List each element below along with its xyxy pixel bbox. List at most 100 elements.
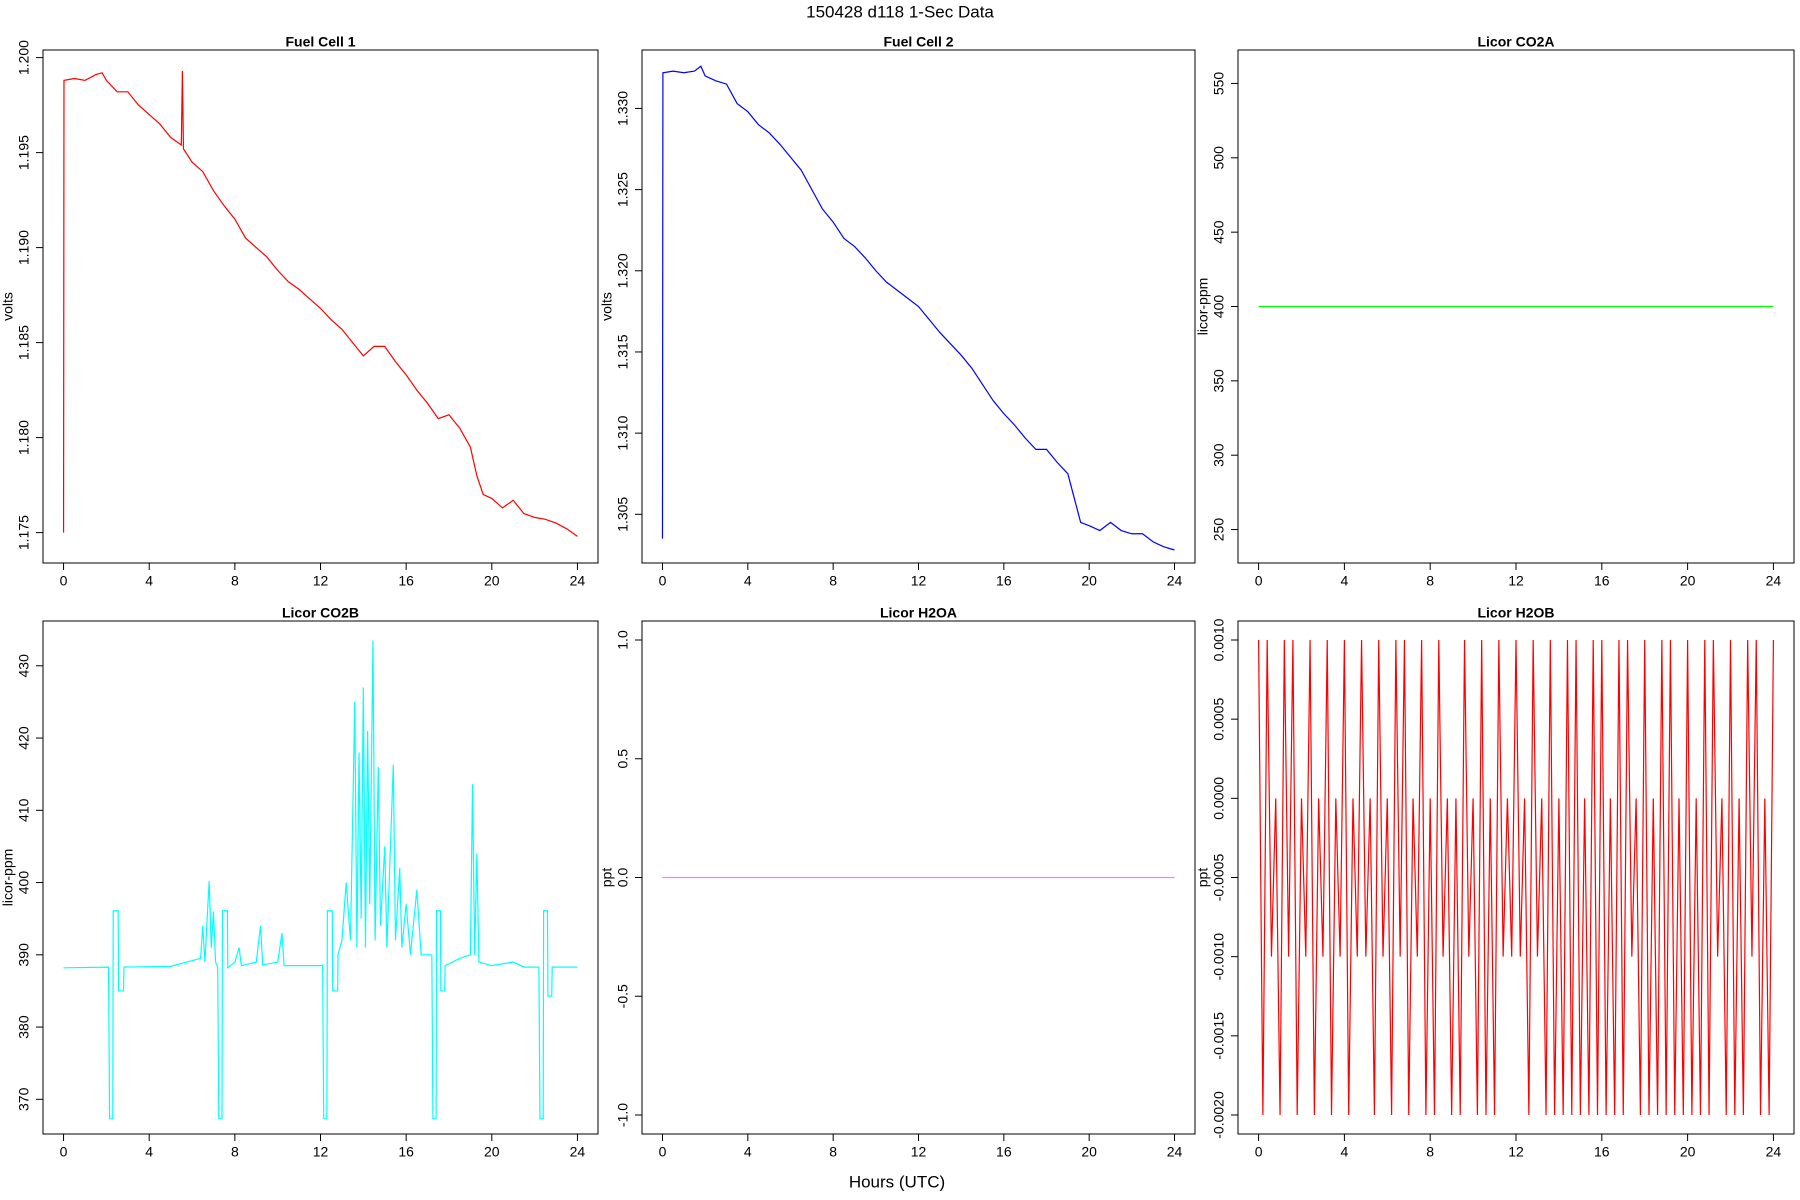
x-tick-label: 16 xyxy=(996,573,1012,589)
x-tick-label: 20 xyxy=(484,573,500,589)
y-tick-label: -0.5 xyxy=(615,984,631,1008)
plot-frame xyxy=(42,49,599,564)
y-axis-label: ppt xyxy=(1195,868,1211,888)
y-tick-label: 500 xyxy=(1211,146,1227,170)
x-axis-label: Hours (UTC) xyxy=(849,1172,945,1191)
x-tick-label: 0 xyxy=(659,1144,667,1160)
y-tick-label: 400 xyxy=(1211,295,1227,319)
y-tick-label: 1.305 xyxy=(615,497,631,532)
x-tick-label: 20 xyxy=(1081,1144,1097,1160)
y-tick-label: 350 xyxy=(1211,369,1227,393)
y-tick-label: -0.0020 xyxy=(1211,1091,1227,1139)
x-tick-label: 8 xyxy=(829,1144,837,1160)
page-title: 150428 d118 1-Sec Data xyxy=(806,2,994,21)
plot-frame xyxy=(1237,49,1795,564)
x-tick-label: 12 xyxy=(911,1144,927,1160)
y-tick-label: 1.320 xyxy=(615,253,631,288)
plot-frame xyxy=(641,620,1196,1135)
y-tick-label: 430 xyxy=(16,654,32,678)
y-axis-label: ppt xyxy=(599,868,615,888)
y-tick-label: -0.0010 xyxy=(1211,933,1227,981)
panel-title: Fuel Cell 2 xyxy=(883,34,953,50)
y-tick-label: 300 xyxy=(1211,443,1227,467)
x-tick-label: 24 xyxy=(1766,573,1782,589)
x-tick-label: 16 xyxy=(1594,573,1610,589)
x-tick-label: 24 xyxy=(570,1144,586,1160)
x-tick-label: 4 xyxy=(145,1144,153,1160)
y-axis-label: volts xyxy=(0,292,16,321)
x-tick-label: 12 xyxy=(1508,573,1524,589)
panel-title: Licor CO2A xyxy=(1477,34,1554,50)
x-tick-label: 8 xyxy=(829,573,837,589)
x-tick-label: 20 xyxy=(1680,1144,1696,1160)
x-tick-label: 24 xyxy=(570,573,586,589)
x-tick-label: 0 xyxy=(1255,573,1263,589)
x-tick-label: 8 xyxy=(231,573,239,589)
y-tick-label: 400 xyxy=(16,871,32,895)
x-tick-label: 16 xyxy=(398,1144,414,1160)
x-tick-label: 8 xyxy=(231,1144,239,1160)
y-tick-label: 390 xyxy=(16,943,32,967)
x-tick-label: 4 xyxy=(1340,573,1348,589)
x-tick-label: 16 xyxy=(398,573,414,589)
x-tick-label: 8 xyxy=(1426,1144,1434,1160)
x-tick-label: 0 xyxy=(60,1144,68,1160)
panel-title: Fuel Cell 1 xyxy=(285,34,355,50)
y-tick-label: 1.185 xyxy=(16,325,32,360)
panel-title: Licor H2OB xyxy=(1477,605,1554,621)
y-tick-label: 1.190 xyxy=(16,230,32,265)
data-line xyxy=(63,640,578,1120)
plot-frame xyxy=(1237,620,1795,1135)
y-tick-label: 450 xyxy=(1211,220,1227,244)
y-tick-label: 1.175 xyxy=(16,515,32,550)
y-tick-label: 1.195 xyxy=(16,135,32,170)
x-tick-label: 20 xyxy=(1680,573,1696,589)
y-tick-label: 1.310 xyxy=(615,415,631,450)
data-line xyxy=(661,65,1175,551)
y-tick-label: 1.200 xyxy=(16,40,32,75)
data-line xyxy=(62,70,578,537)
x-tick-label: 16 xyxy=(1594,1144,1610,1160)
x-tick-label: 24 xyxy=(1167,573,1183,589)
y-tick-label: -0.0005 xyxy=(1211,854,1227,902)
x-tick-label: 20 xyxy=(1081,573,1097,589)
x-tick-label: 16 xyxy=(996,1144,1012,1160)
x-tick-label: 12 xyxy=(1508,1144,1524,1160)
x-tick-label: 20 xyxy=(484,1144,500,1160)
panel-title: Licor CO2B xyxy=(282,605,359,621)
y-tick-label: 0.0010 xyxy=(1211,618,1227,661)
y-tick-label: 380 xyxy=(16,1015,32,1039)
y-tick-label: 1.330 xyxy=(615,91,631,126)
x-tick-label: 4 xyxy=(1340,1144,1348,1160)
y-tick-label: 1.180 xyxy=(16,420,32,455)
x-tick-label: 4 xyxy=(744,573,752,589)
y-tick-label: -0.0015 xyxy=(1211,1012,1227,1060)
x-tick-label: 12 xyxy=(313,1144,329,1160)
y-axis-label: licor-ppm xyxy=(0,849,16,907)
x-tick-label: 24 xyxy=(1167,1144,1183,1160)
x-tick-label: 4 xyxy=(145,573,153,589)
y-tick-label: 0.5 xyxy=(615,749,631,769)
y-tick-label: 0.0005 xyxy=(1211,698,1227,741)
plot-frame xyxy=(641,49,1196,564)
x-tick-label: 24 xyxy=(1766,1144,1782,1160)
y-axis-label: volts xyxy=(599,292,615,321)
plot-frame xyxy=(42,620,599,1135)
y-tick-label: 1.315 xyxy=(615,334,631,369)
y-tick-label: 250 xyxy=(1211,518,1227,542)
x-tick-label: 12 xyxy=(911,573,927,589)
x-tick-label: 4 xyxy=(744,1144,752,1160)
x-tick-label: 8 xyxy=(1426,573,1434,589)
y-tick-label: 410 xyxy=(16,798,32,822)
y-tick-label: 370 xyxy=(16,1087,32,1111)
y-tick-label: 1.325 xyxy=(615,172,631,207)
y-tick-label: 1.0 xyxy=(615,630,631,650)
y-tick-label: 420 xyxy=(16,726,32,750)
y-tick-label: 0.0000 xyxy=(1211,777,1227,820)
panel-title: Licor H2OA xyxy=(880,605,957,621)
data-line xyxy=(1257,639,1775,1116)
x-tick-label: 0 xyxy=(60,573,68,589)
x-tick-label: 0 xyxy=(659,573,667,589)
y-axis-label: licor-ppm xyxy=(1195,278,1211,336)
